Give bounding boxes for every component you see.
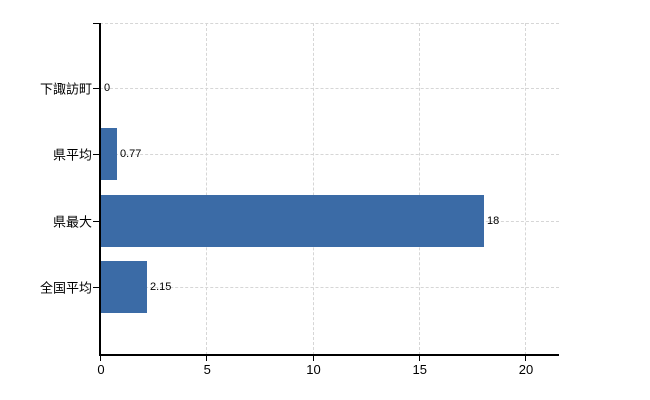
x-axis-tick	[206, 355, 208, 361]
x-axis-tick	[418, 355, 420, 361]
category-label: 下諏訪町	[39, 81, 92, 97]
v-gridline	[206, 23, 208, 355]
plot-top-border	[100, 23, 559, 24]
x-axis-tick	[100, 355, 101, 361]
x-tick-label: 15	[412, 362, 427, 377]
x-tick-label: 10	[306, 362, 321, 377]
x-tick-label: 20	[518, 362, 534, 377]
x-tick-label: 0	[97, 362, 105, 377]
h-gridline	[100, 287, 559, 288]
x-axis-line	[99, 354, 559, 356]
v-gridline	[525, 23, 526, 355]
y-axis-end-tick	[93, 23, 100, 24]
v-gridline	[312, 23, 314, 355]
bar	[101, 128, 117, 180]
bar-value-label: 18	[487, 215, 500, 227]
y-axis-tick	[93, 154, 100, 155]
h-gridline	[100, 88, 559, 89]
category-label: 全国平均	[39, 280, 92, 296]
y-axis-tick	[93, 88, 100, 89]
bar-value-label: 2.15	[150, 281, 172, 293]
x-tick-label: 5	[203, 362, 211, 377]
y-axis-line	[99, 23, 101, 356]
category-label: 県平均	[52, 147, 92, 163]
bar-value-label: 0.77	[120, 148, 142, 160]
v-gridline	[418, 23, 420, 355]
bar	[101, 195, 484, 247]
bar	[101, 261, 147, 313]
y-axis-tick	[93, 221, 100, 222]
y-axis-tick	[93, 287, 100, 288]
h-gridline	[100, 154, 559, 155]
x-axis-tick	[525, 355, 526, 361]
x-axis-tick	[312, 355, 314, 361]
bar-value-label: 0	[104, 82, 111, 94]
category-label: 県最大	[52, 214, 92, 230]
